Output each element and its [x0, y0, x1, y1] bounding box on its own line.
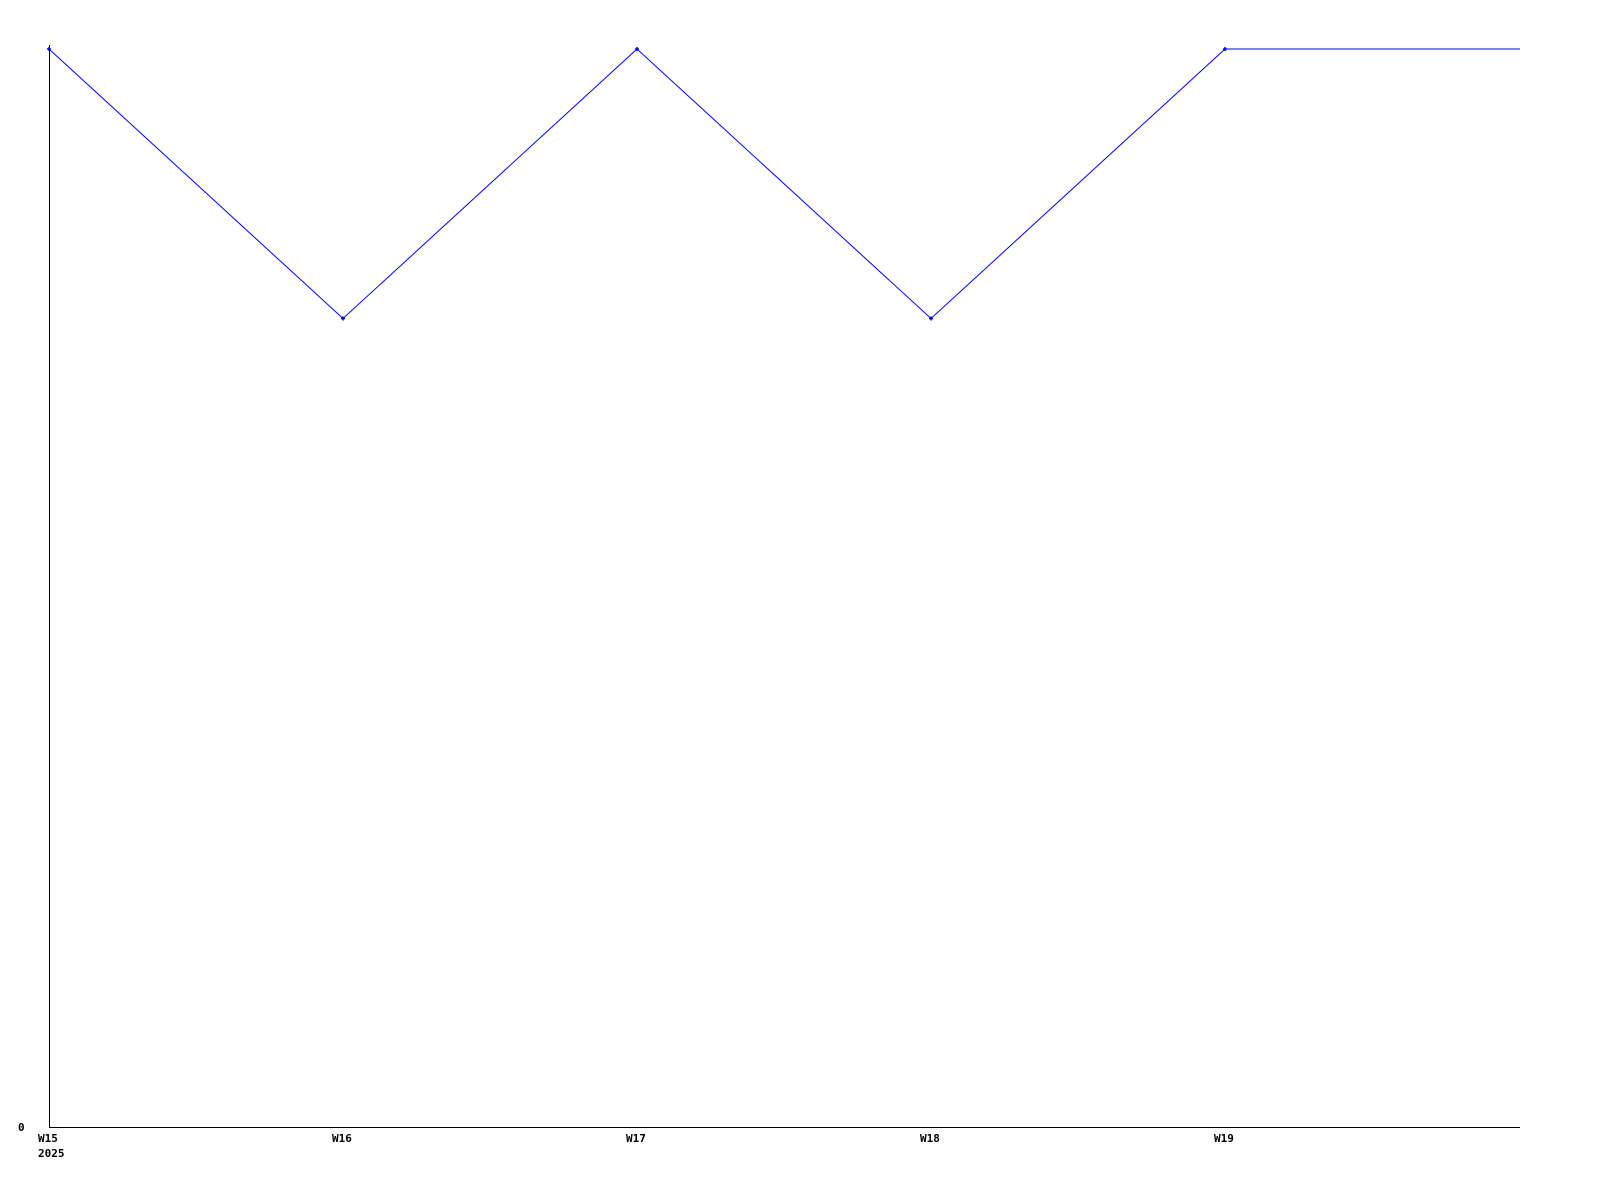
data-point	[1223, 47, 1227, 51]
x-sublabel: 2025	[38, 1147, 65, 1160]
series-line	[48, 48, 1520, 320]
x-tick-label: W18	[920, 1132, 940, 1145]
x-tick-label: W17	[626, 1132, 646, 1145]
data-point	[929, 316, 933, 321]
x-tick-label: W19	[1214, 1132, 1234, 1145]
data-point	[341, 316, 345, 321]
data-point	[635, 47, 639, 51]
x-tick-label: W16	[332, 1132, 352, 1145]
data-point	[47, 47, 51, 51]
y-tick-label: 0	[18, 1121, 25, 1134]
x-tick-label: W15	[38, 1132, 58, 1145]
